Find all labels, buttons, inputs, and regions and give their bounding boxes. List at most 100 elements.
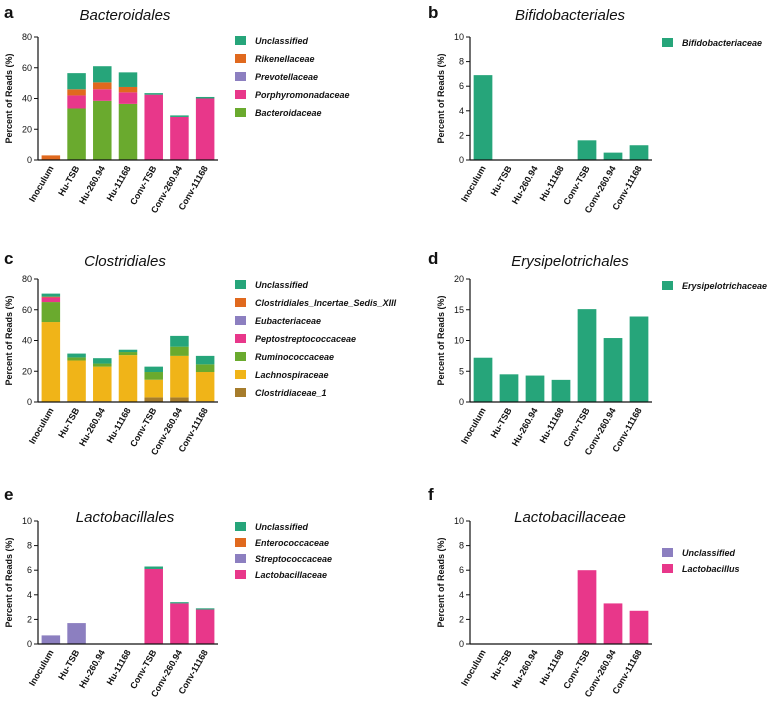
legend-swatch [235, 538, 246, 547]
legend-label: Erysipelotrichaceae [682, 281, 767, 291]
y-axis-label: Percent of Reads (%) [4, 53, 14, 143]
y-tick-label: 0 [459, 639, 464, 649]
legend-label: Clostridiaceae_1 [255, 388, 327, 398]
y-tick-label: 0 [27, 155, 32, 165]
panel-letter: a [4, 3, 14, 22]
x-tick-label: Hu-260.94 [510, 406, 540, 448]
bar-segment [170, 115, 189, 117]
legend-swatch [235, 554, 246, 563]
legend-label: Peptostreptococcaceae [255, 334, 356, 344]
legend: Unclassified Enterococcaceae Streptococcac… [235, 522, 332, 580]
chart-panel-b: b Bifidobacteriales Percent of Reads (%) In… [428, 3, 762, 215]
legend: Bifidobacteriaceae [662, 38, 762, 48]
legend-swatch [235, 352, 246, 361]
y-tick-label: 60 [22, 63, 32, 73]
bar-segment [577, 309, 597, 402]
x-tick-label: Hu-11168 [105, 406, 133, 445]
panel-letter: d [428, 249, 438, 268]
legend-swatch [235, 370, 246, 379]
bar-segment [170, 116, 189, 160]
legend-swatch [235, 108, 246, 117]
bar-segment [67, 95, 86, 109]
y-axis-label: Percent of Reads (%) [4, 537, 14, 627]
x-tick-label: Hu-260.94 [77, 406, 107, 448]
bar-segment [629, 145, 649, 160]
bar-segment [93, 100, 112, 160]
bar-segment [118, 86, 138, 93]
chart-title: Lactobacillales [76, 509, 175, 526]
chart-title: Bacteroidales [80, 7, 171, 24]
bar-segment [118, 72, 138, 87]
y-tick-label: 8 [27, 541, 32, 551]
bar-segment [629, 316, 649, 402]
x-tick-label: Hu-TSB [489, 648, 514, 682]
legend-swatch [235, 72, 246, 81]
legend-label: Lactobacillus [682, 564, 740, 574]
x-tick-label: Inoculum [459, 164, 488, 204]
bar-segment [118, 103, 138, 160]
legend-label: Ruminococcaceae [255, 352, 334, 362]
y-tick-label: 6 [459, 81, 464, 91]
legend-swatch [662, 548, 673, 557]
y-tick-label: 80 [22, 274, 32, 284]
bar-segment [67, 360, 86, 402]
bar-segment [525, 375, 545, 402]
chart-panel-d: d Erysipelotrichales Percent of Reads (%) I… [428, 249, 767, 457]
bar-segment [170, 397, 189, 402]
legend: Erysipelotrichaceae [662, 281, 767, 291]
legend-label: Enterococcaceae [255, 538, 329, 548]
bar-segment [67, 357, 86, 361]
legend-swatch [235, 54, 246, 63]
bar-segment [93, 66, 112, 83]
bar-segment [93, 366, 112, 402]
x-tick-label: Hu-11168 [538, 406, 566, 445]
bar-segment [195, 364, 215, 373]
x-tick-label: Hu-11168 [105, 648, 133, 687]
legend-swatch [235, 388, 246, 397]
legend-label: Clostridiales_Incertae_Sedis_XIII [255, 298, 397, 308]
bar-segment [144, 397, 163, 402]
legend-swatch [235, 316, 246, 325]
bar-segment [195, 609, 215, 644]
bar-segment [93, 358, 112, 364]
chart-title: Bifidobacteriales [515, 7, 626, 24]
chart-title: Lactobacillaceae [514, 509, 626, 526]
bar-segment [67, 108, 86, 160]
chart-panel-f: f Lactobacillaceae Percent of Reads (%) Ino… [428, 485, 740, 699]
bar-segment [41, 293, 61, 297]
bar-segment [195, 608, 215, 610]
bar-segment [170, 346, 189, 356]
y-tick-label: 0 [459, 397, 464, 407]
panel-letter: e [4, 485, 13, 504]
bar-segment [629, 610, 649, 644]
x-tick-label: Inoculum [27, 406, 56, 446]
bar-segment [118, 92, 138, 104]
legend: Unclassified Clostridiales_Incertae_Sedis… [235, 280, 397, 398]
x-tick-label: Hu-11168 [105, 164, 133, 203]
y-tick-label: 8 [459, 57, 464, 67]
legend: Unclassified Rikenellaceae Prevotellaceae P… [235, 36, 350, 118]
y-tick-label: 20 [454, 274, 464, 284]
bar-segment [144, 93, 163, 95]
legend-swatch [235, 570, 246, 579]
legend-label: Streptococcaceae [255, 554, 332, 564]
bar-segment [41, 302, 61, 323]
bar-segment [603, 152, 623, 160]
bar-segment [144, 366, 163, 373]
panel-letter: f [428, 485, 434, 504]
x-tick-label: Hu-11168 [538, 648, 566, 687]
legend-swatch [235, 90, 246, 99]
bar-segment [118, 352, 138, 356]
y-tick-label: 2 [27, 614, 32, 624]
bar-segment [144, 568, 163, 644]
x-tick-label: Hu-11168 [538, 164, 566, 203]
x-tick-label: Hu-TSB [489, 164, 514, 198]
y-tick-label: 2 [459, 614, 464, 624]
legend-swatch [662, 281, 673, 290]
legend: Unclassified Lactobacillus [662, 548, 740, 574]
bar-segment [170, 603, 189, 644]
y-tick-label: 80 [22, 32, 32, 42]
y-tick-label: 60 [22, 305, 32, 315]
legend-label: Bacteroidaceae [255, 108, 322, 118]
chart-panel-c: c Clostridiales Percent of Reads (%) Inocul… [4, 249, 397, 457]
